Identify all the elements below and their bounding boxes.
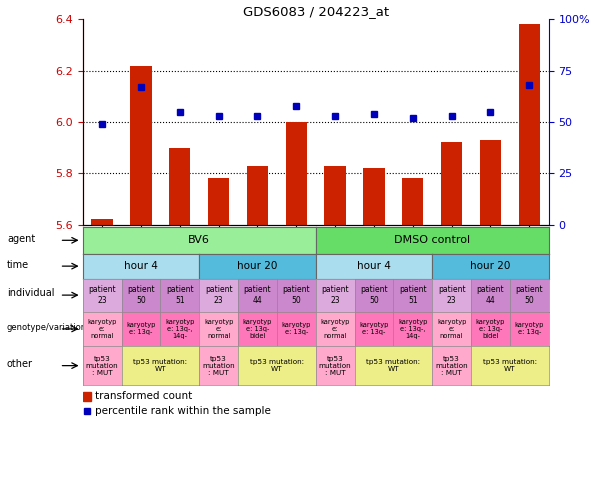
Text: time: time: [7, 260, 29, 270]
Title: GDS6083 / 204223_at: GDS6083 / 204223_at: [243, 5, 389, 18]
Text: patient
51: patient 51: [166, 285, 194, 305]
Text: tp53 mutation:
WT: tp53 mutation: WT: [483, 359, 537, 372]
Text: karyotyp
e:
normal: karyotyp e: normal: [204, 319, 234, 339]
Bar: [402, 178, 424, 225]
Text: patient
50: patient 50: [127, 285, 155, 305]
Text: karyotyp
e:
normal: karyotyp e: normal: [321, 319, 350, 339]
Text: percentile rank within the sample: percentile rank within the sample: [94, 406, 270, 415]
Text: BV6: BV6: [188, 235, 210, 245]
Text: patient
23: patient 23: [88, 285, 116, 305]
Text: DMSO control: DMSO control: [394, 235, 470, 245]
Text: patient
44: patient 44: [476, 285, 504, 305]
Text: tp53
mutation
: MUT: tp53 mutation : MUT: [202, 355, 235, 376]
Text: patient
51: patient 51: [399, 285, 427, 305]
Bar: [169, 148, 191, 225]
Text: karyotyp
e: 13q-,
14q-: karyotyp e: 13q-, 14q-: [165, 319, 194, 339]
Text: karyotyp
e:
normal: karyotyp e: normal: [437, 319, 466, 339]
Text: tp53 mutation:
WT: tp53 mutation: WT: [134, 359, 188, 372]
Text: patient
50: patient 50: [360, 285, 388, 305]
Text: karyotyp
e: 13q-: karyotyp e: 13q-: [281, 323, 311, 335]
Bar: [286, 122, 307, 225]
Text: tp53
mutation
: MUT: tp53 mutation : MUT: [86, 355, 118, 376]
Text: patient
44: patient 44: [243, 285, 272, 305]
Text: karyotyp
e:
normal: karyotyp e: normal: [88, 319, 117, 339]
Text: hour 20: hour 20: [470, 261, 511, 271]
Text: hour 20: hour 20: [237, 261, 278, 271]
Text: tp53
mutation
: MUT: tp53 mutation : MUT: [319, 355, 351, 376]
Text: patient
23: patient 23: [438, 285, 465, 305]
Bar: [364, 168, 384, 225]
Text: patient
23: patient 23: [321, 285, 349, 305]
Text: karyotyp
e: 13q-: karyotyp e: 13q-: [126, 323, 156, 335]
Bar: [480, 140, 501, 225]
Bar: [441, 142, 462, 225]
Text: tp53
mutation
: MUT: tp53 mutation : MUT: [435, 355, 468, 376]
Text: karyotyp
e: 13q-
bidel: karyotyp e: 13q- bidel: [243, 319, 272, 339]
Bar: [91, 219, 113, 225]
Text: hour 4: hour 4: [124, 261, 158, 271]
Text: hour 4: hour 4: [357, 261, 391, 271]
Text: other: other: [7, 359, 33, 369]
Bar: [131, 66, 151, 225]
Text: genotype/variation: genotype/variation: [7, 323, 87, 332]
Text: tp53 mutation:
WT: tp53 mutation: WT: [367, 359, 421, 372]
Bar: [83, 392, 91, 401]
Text: patient
23: patient 23: [205, 285, 232, 305]
Text: transformed count: transformed count: [94, 391, 192, 401]
Text: individual: individual: [7, 288, 55, 298]
Text: karyotyp
e: 13q-: karyotyp e: 13q-: [359, 323, 389, 335]
Text: karyotyp
e: 13q-
bidel: karyotyp e: 13q- bidel: [476, 319, 505, 339]
Text: patient
50: patient 50: [283, 285, 310, 305]
Text: patient
50: patient 50: [516, 285, 543, 305]
Bar: [519, 25, 540, 225]
Text: agent: agent: [7, 234, 35, 244]
Bar: [208, 178, 229, 225]
Bar: [324, 166, 346, 225]
Bar: [247, 166, 268, 225]
Text: karyotyp
e: 13q-,
14q-: karyotyp e: 13q-, 14q-: [398, 319, 427, 339]
Text: tp53 mutation:
WT: tp53 mutation: WT: [250, 359, 304, 372]
Text: karyotyp
e: 13q-: karyotyp e: 13q-: [514, 323, 544, 335]
